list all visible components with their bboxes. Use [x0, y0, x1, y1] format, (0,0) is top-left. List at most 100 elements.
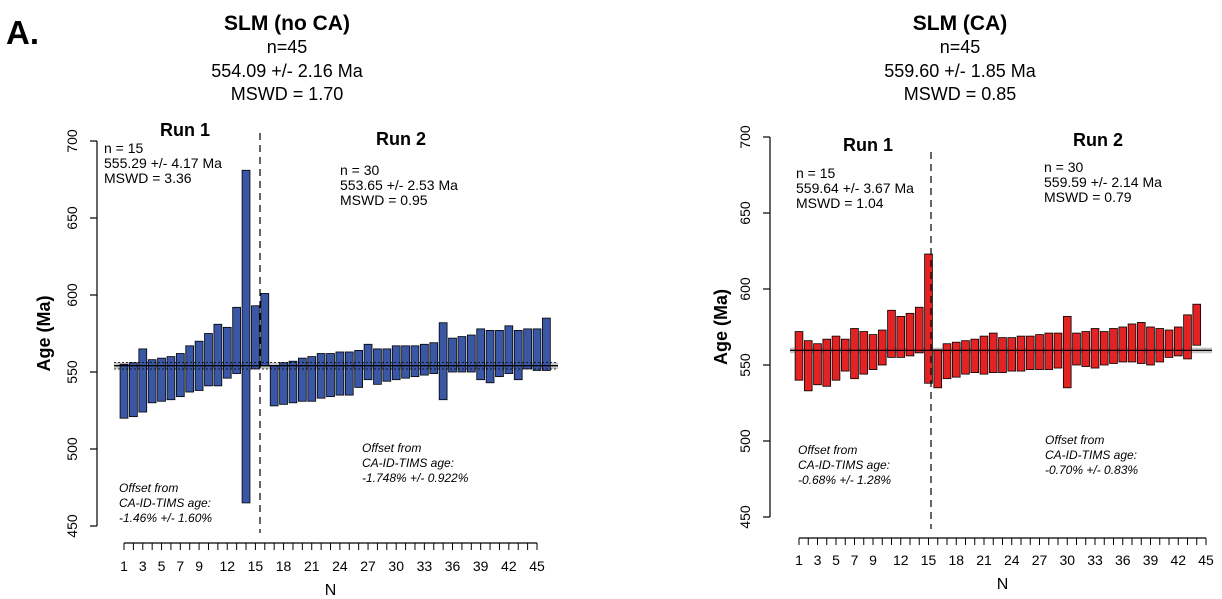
- y-axis-label: Age (Ma): [34, 295, 54, 371]
- age-bar: [316, 353, 326, 399]
- age-bar: [147, 359, 157, 404]
- y-tick-label: 650: [64, 206, 80, 230]
- age-bar: [523, 328, 532, 370]
- age-bar: [868, 334, 878, 370]
- age-bar: [457, 336, 467, 373]
- age-bar: [420, 343, 429, 376]
- y-axis-label: Age (Ma): [711, 289, 731, 365]
- age-bar: [485, 330, 495, 384]
- age-bar: [951, 341, 961, 378]
- x-tick-label: 42: [1170, 552, 1186, 568]
- age-bar: [1025, 335, 1035, 370]
- age-bar: [831, 335, 841, 381]
- run-1-offset-note: Offset from: [798, 443, 857, 457]
- y-tick-label: 700: [64, 129, 80, 153]
- age-bar: [1127, 323, 1137, 363]
- x-tick-label: 45: [529, 558, 545, 574]
- run-1-offset-note: CA-ID-TIMS age:: [798, 458, 890, 472]
- age-bar: [466, 334, 476, 373]
- age-bar: [822, 338, 832, 387]
- x-tick-label: 9: [869, 552, 877, 568]
- age-bar: [840, 338, 850, 372]
- age-bar: [269, 365, 279, 407]
- y-tick-label: 600: [64, 283, 80, 307]
- age-bar: [222, 326, 232, 379]
- run-2-stat: n = 30: [340, 162, 380, 178]
- x-tick-label: 39: [473, 558, 489, 574]
- run-1-title: Run 1: [843, 135, 893, 155]
- x-tick-label: 30: [388, 558, 404, 574]
- run-1-stat: n = 15: [104, 140, 144, 156]
- age-bar: [813, 343, 822, 386]
- age-bar: [157, 357, 166, 402]
- age-bar: [401, 345, 410, 379]
- age-bar: [998, 337, 1007, 374]
- x-tick-label: 18: [948, 552, 964, 568]
- x-tick-label: 27: [360, 558, 376, 574]
- age-bar: [1081, 331, 1091, 367]
- chart-subtitle-line: n=45: [267, 37, 308, 57]
- age-bar: [970, 338, 980, 374]
- chart-panel-1: SLM (no CA)n=45 554.09 +/- 2.16 Ma MSWD = …: [34, 12, 558, 599]
- age-bar: [307, 356, 317, 402]
- y-tick-label: 450: [64, 514, 80, 538]
- age-bar: [532, 328, 542, 371]
- x-tick-label: 36: [1115, 552, 1131, 568]
- run-2-stat: 553.65 +/- 2.53 Ma: [340, 177, 458, 193]
- x-tick-label: 24: [1004, 552, 1020, 568]
- run-2-stat: MSWD = 0.79: [1044, 189, 1132, 205]
- age-bar: [942, 343, 952, 380]
- x-tick-label: 30: [1059, 552, 1075, 568]
- x-tick-label: 15: [248, 558, 264, 574]
- age-bar: [260, 293, 270, 367]
- age-bar: [1099, 331, 1109, 366]
- age-bar: [344, 351, 354, 396]
- y-tick-label: 500: [737, 429, 753, 453]
- run-2-stat: n = 30: [1044, 159, 1084, 175]
- run-2-stat: MSWD = 0.95: [340, 192, 428, 208]
- age-bar: [129, 362, 138, 418]
- age-bar: [933, 349, 943, 389]
- age-bar: [887, 309, 896, 358]
- age-bar: [542, 317, 551, 371]
- age-bar: [513, 330, 523, 381]
- run-1-stat: n = 15: [796, 165, 836, 181]
- run-2-offset-note: Offset from: [362, 441, 421, 455]
- age-bar: [438, 322, 448, 401]
- chart-subtitle-line: 559.60 +/- 1.85 Ma: [884, 61, 1037, 81]
- age-bar: [288, 360, 298, 404]
- age-bar: [185, 345, 195, 393]
- age-bar: [979, 335, 989, 375]
- chart-subtitle-line: MSWD = 0.85: [904, 84, 1017, 104]
- y-tick-label: 600: [737, 277, 753, 301]
- run-2-title: Run 2: [1073, 130, 1123, 150]
- age-bar: [1164, 329, 1174, 358]
- age-bar: [138, 348, 148, 413]
- x-tick-label: 7: [176, 558, 184, 574]
- run-1-stat: MSWD = 1.04: [796, 195, 884, 211]
- age-bar: [495, 330, 504, 378]
- x-tick-label: 27: [1032, 552, 1048, 568]
- x-axis-label: N: [325, 582, 337, 599]
- run-1-offset-note: -0.68% +/- 1.28%: [798, 473, 891, 487]
- y-tick-label: 650: [737, 201, 753, 225]
- age-bar: [1016, 335, 1026, 372]
- run-1-offset-note: Offset from: [119, 481, 178, 495]
- age-bar: [924, 253, 933, 384]
- run-2-stat: 559.59 +/- 2.14 Ma: [1044, 174, 1162, 190]
- age-bar: [476, 328, 486, 381]
- age-bar: [251, 305, 260, 370]
- y-tick-label: 500: [64, 437, 80, 461]
- age-bar: [961, 340, 970, 375]
- run-1-offset-note: -1.46% +/- 1.60%: [119, 511, 212, 525]
- y-tick-label: 700: [737, 125, 753, 149]
- age-bar: [1192, 303, 1202, 346]
- x-tick-label: 5: [832, 552, 840, 568]
- age-bar: [1035, 334, 1044, 370]
- age-bar: [204, 333, 213, 387]
- age-bar: [877, 329, 887, 366]
- age-bar: [905, 312, 915, 357]
- age-bar: [1062, 315, 1072, 389]
